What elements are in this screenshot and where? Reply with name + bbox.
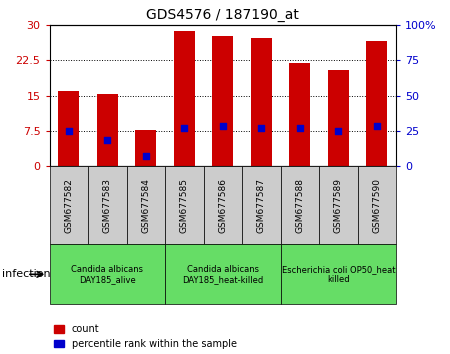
Bar [174,31,195,166]
Bar [289,63,310,166]
Text: GSM677586: GSM677586 [218,178,227,233]
Text: GSM677583: GSM677583 [103,178,112,233]
Text: infection: infection [2,269,51,279]
Point [142,153,149,159]
Bar [97,94,118,166]
Point [104,138,111,143]
Bar [135,130,156,166]
Text: GSM677590: GSM677590 [372,178,381,233]
Legend: count, percentile rank within the sample: count, percentile rank within the sample [54,324,237,349]
Bar [251,38,272,166]
Title: GDS4576 / 187190_at: GDS4576 / 187190_at [146,8,299,22]
Point [219,124,226,129]
Bar [203,166,242,244]
Text: GSM677582: GSM677582 [64,178,73,233]
Bar [58,91,79,166]
Point [335,128,342,134]
Point [65,128,72,134]
Bar [126,166,165,244]
Text: GSM677589: GSM677589 [334,178,343,233]
Bar [165,166,203,244]
Point [180,125,188,131]
Bar [165,244,280,304]
Text: Candida albicans
DAY185_heat-killed: Candida albicans DAY185_heat-killed [182,265,263,284]
Bar [328,70,349,166]
Text: GSM677584: GSM677584 [141,178,150,233]
Text: GSM677588: GSM677588 [295,178,304,233]
Bar [280,244,396,304]
Point [373,124,380,129]
Bar [280,166,319,244]
Point [258,125,265,131]
Bar [50,244,165,304]
Text: GSM677585: GSM677585 [180,178,189,233]
Bar [366,41,387,166]
Bar [50,166,88,244]
Text: Escherichia coli OP50_heat
killed: Escherichia coli OP50_heat killed [282,265,395,284]
Bar [88,166,126,244]
Bar [212,36,234,166]
Text: Candida albicans
DAY185_alive: Candida albicans DAY185_alive [71,265,143,284]
Bar [242,166,280,244]
Bar [319,166,357,244]
Point [296,125,303,131]
Text: GSM677587: GSM677587 [257,178,266,233]
Bar [357,166,396,244]
